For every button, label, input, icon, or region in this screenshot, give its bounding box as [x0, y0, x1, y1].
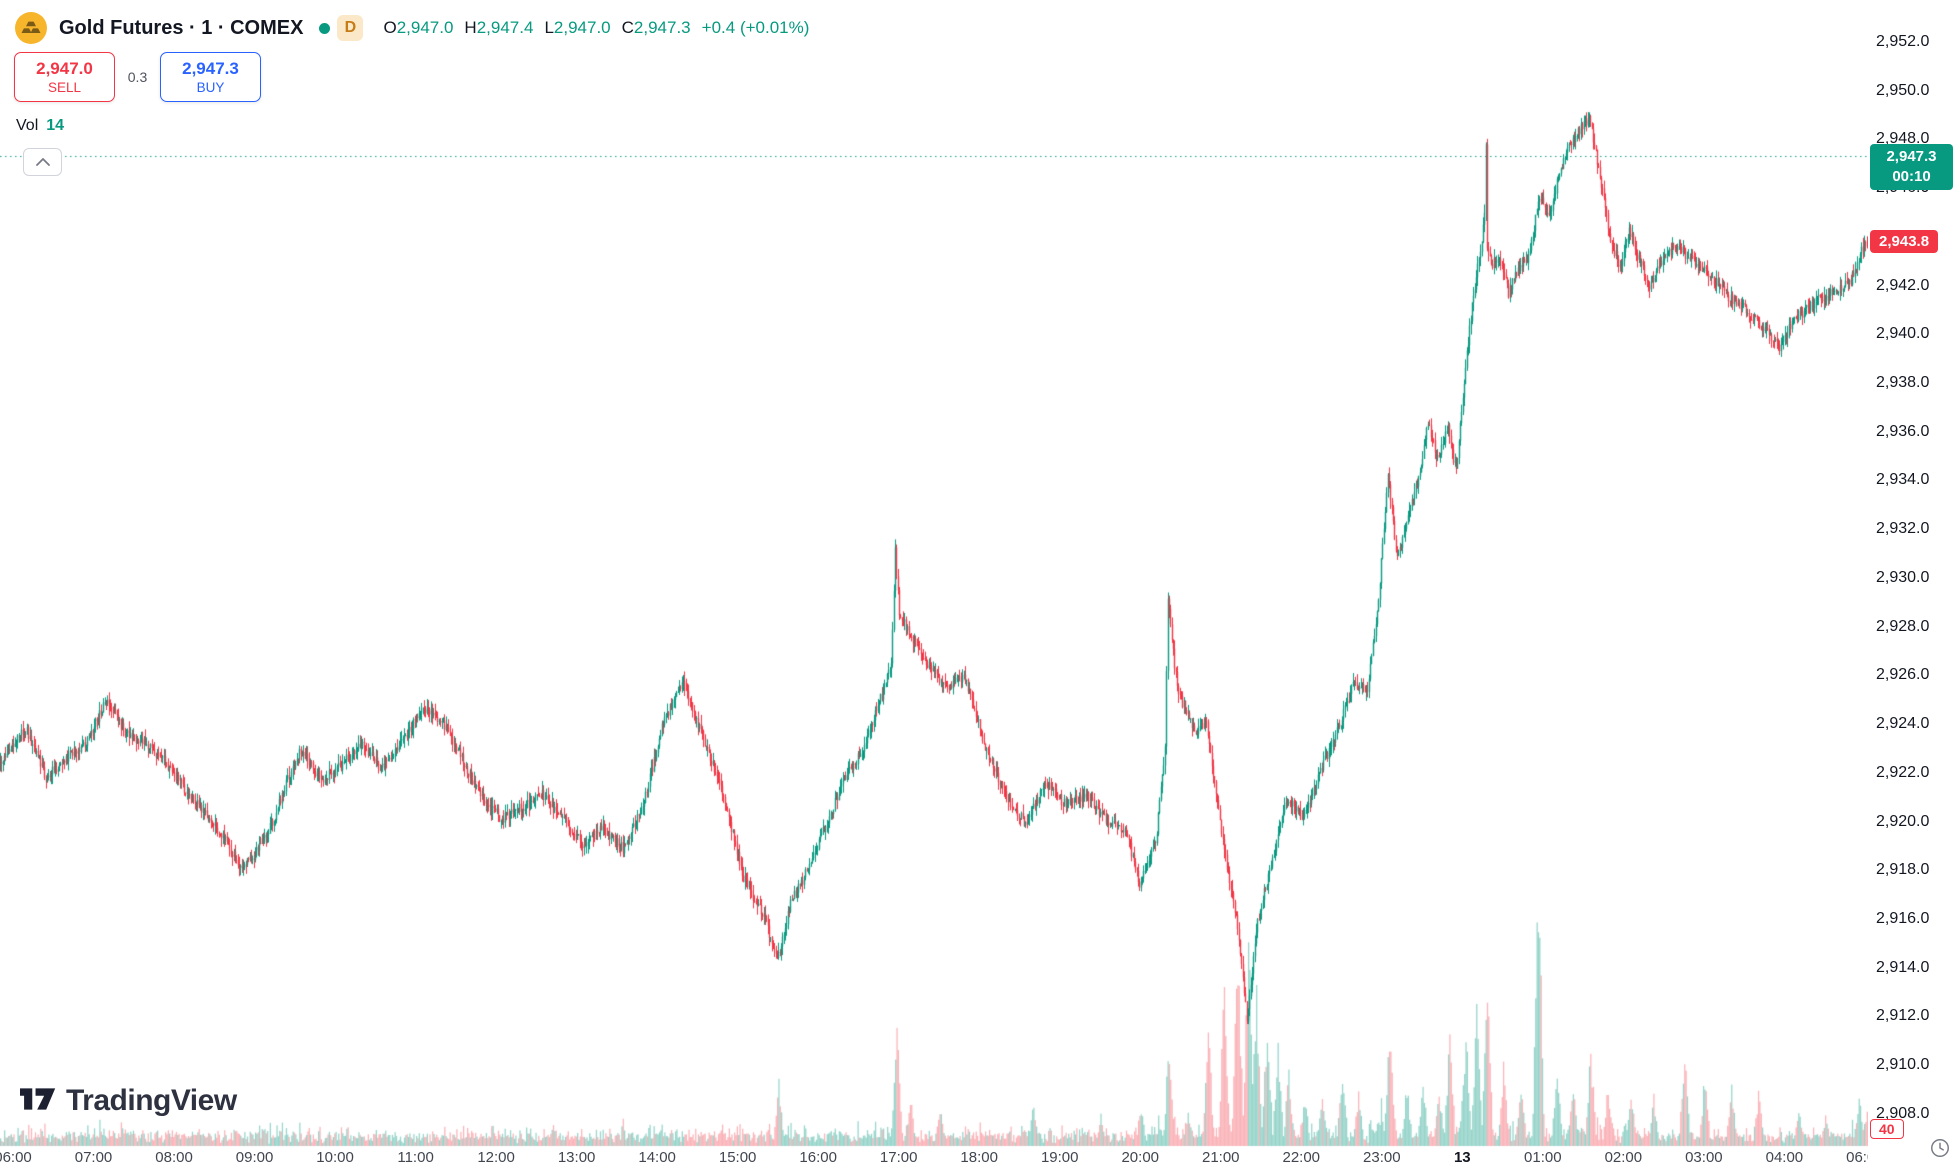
price-tick-label: 2,928.0 — [1876, 617, 1930, 635]
time-axis-label: 04:00 — [1765, 1149, 1804, 1166]
volume-label: Vol — [16, 117, 39, 134]
time-axis-label: 21:00 — [1201, 1149, 1240, 1166]
ohlc-open-label: O — [383, 18, 397, 37]
ohlc-low-value: 2,947.0 — [553, 18, 611, 37]
price-tick-label: 2,910.0 — [1876, 1056, 1930, 1074]
time-axis-label: 03:00 — [1685, 1149, 1723, 1166]
price-tick-label: 2,914.0 — [1876, 958, 1930, 976]
ohlc-high-label: H — [464, 18, 477, 37]
time-axis-label: 10:00 — [316, 1149, 354, 1166]
time-axis-label: 15:00 — [718, 1149, 757, 1166]
symbol-header: Gold Futures · 1 · COMEX D O2,947.0 H2,9… — [14, 11, 809, 45]
price-tick-label: 2,934.0 — [1876, 471, 1930, 489]
price-tick-label: 2,920.0 — [1876, 812, 1930, 830]
sell-label: SELL — [47, 79, 82, 95]
price-tick-label: 2,950.0 — [1876, 81, 1930, 99]
time-axis-label: 18:00 — [960, 1149, 998, 1166]
price-tick-label: 2,942.0 — [1876, 276, 1930, 294]
price-tick-label: 2,948.0 — [1876, 130, 1930, 148]
time-axis-label: 06:00 — [0, 1149, 32, 1166]
volume-indicator-legend: Vol 14 — [16, 117, 64, 135]
ohlc-close-label: C — [621, 18, 634, 37]
price-tick-label: 2,918.0 — [1876, 861, 1930, 879]
candlestick-chart-canvas[interactable] — [0, 0, 1868, 1167]
buy-price: 2,947.3 — [182, 58, 239, 78]
current-price-value: 2,947.3 — [1886, 148, 1937, 165]
symbol-title[interactable]: Gold Futures · 1 · COMEX — [59, 16, 304, 39]
gold-futures-logo-icon — [14, 11, 48, 45]
volume-value-badge: 40 — [1870, 1119, 1904, 1139]
clock-icon — [1929, 1137, 1951, 1164]
time-axis-label: 01:00 — [1524, 1149, 1562, 1166]
ohlc-change-value: +0.4 (+0.01%) — [701, 18, 810, 37]
time-axis-label: 16:00 — [799, 1149, 837, 1166]
ohlc-low-label: L — [544, 18, 554, 37]
current-price-badge: 2,947.3 00:10 — [1870, 144, 1953, 190]
time-axis-label: 14:00 — [638, 1149, 676, 1166]
price-tick-label: 2,924.0 — [1876, 715, 1930, 733]
collapse-panel-button[interactable] — [23, 148, 62, 176]
ohlc-high-value: 2,947.4 — [476, 18, 534, 37]
last-price-badge: 2,943.8 — [1870, 230, 1939, 253]
ohlc-open-value: 2,947.0 — [396, 18, 454, 37]
market-status-dot — [319, 22, 331, 34]
interval-pill: D — [319, 15, 364, 41]
price-tick-label: 2,912.0 — [1876, 1007, 1930, 1025]
sell-button[interactable]: 2,947.0 SELL — [14, 52, 115, 102]
interval-d-badge[interactable]: D — [337, 15, 364, 41]
price-tick-label: 2,916.0 — [1876, 909, 1930, 927]
time-axis-label: 09:00 — [235, 1149, 274, 1166]
time-axis-label: 23:00 — [1363, 1149, 1401, 1166]
time-axis-label: 20:00 — [1121, 1149, 1160, 1166]
price-tick-label: 2,930.0 — [1876, 568, 1930, 586]
time-axis-label: 11:00 — [397, 1149, 434, 1166]
time-axis-label: 13 — [1453, 1149, 1471, 1166]
time-axis-label: 22:00 — [1282, 1149, 1321, 1166]
time-axis-label: 06:00 — [1846, 1149, 1868, 1166]
spread-value: 0.3 — [115, 52, 160, 102]
price-tick-label: 2,938.0 — [1876, 374, 1930, 392]
time-axis-label: 02:00 — [1604, 1149, 1643, 1166]
time-axis-label: 07:00 — [74, 1149, 113, 1166]
time-axis-label: 17:00 — [879, 1149, 918, 1166]
price-tick-label: 2,922.0 — [1876, 763, 1930, 781]
volume-value: 14 — [46, 117, 65, 134]
time-axis[interactable]: 06:00 07:00 08:00 09:00 10:00 11:00 12:00 13:00… — [0, 1128, 1868, 1167]
price-axis[interactable]: 2,947.3 00:10 2,943.8 40 2,952.0 2,950.0 2… — [1868, 0, 1957, 1167]
time-axis-label: 12:00 — [477, 1149, 515, 1166]
sell-price: 2,947.0 — [36, 58, 93, 78]
trade-panel: 2,947.0 SELL 0.3 2,947.3 BUY — [14, 52, 261, 102]
time-axis-label: 08:00 — [155, 1149, 193, 1166]
price-tick-label: 2,936.0 — [1876, 422, 1930, 440]
price-tick-label: 2,940.0 — [1876, 325, 1930, 343]
tradingview-watermark[interactable]: TradingView — [20, 1084, 237, 1118]
time-axis-label: 19:00 — [1040, 1149, 1079, 1166]
tradingview-wordmark: TradingView — [66, 1084, 237, 1117]
buy-label: BUY — [196, 79, 225, 95]
time-axis-label: 13:00 — [557, 1149, 596, 1166]
price-tick-label: 2,908.0 — [1876, 1104, 1930, 1122]
price-tick-label: 2,952.0 — [1876, 33, 1930, 50]
price-tick-label: 2,932.0 — [1876, 520, 1930, 538]
chevron-up-icon — [35, 153, 50, 171]
ohlc-close-value: 2,947.3 — [633, 18, 691, 37]
buy-button[interactable]: 2,947.3 BUY — [160, 52, 261, 102]
tradingview-logo-icon — [20, 1087, 56, 1116]
bar-countdown: 00:10 — [1892, 168, 1931, 185]
price-tick-label: 2,926.0 — [1876, 666, 1930, 684]
timezone-clock-button[interactable] — [1928, 1138, 1952, 1162]
ohlc-row: O2,947.0 H2,947.4 L2,947.0 C2,947.3 +0.4… — [383, 18, 809, 38]
